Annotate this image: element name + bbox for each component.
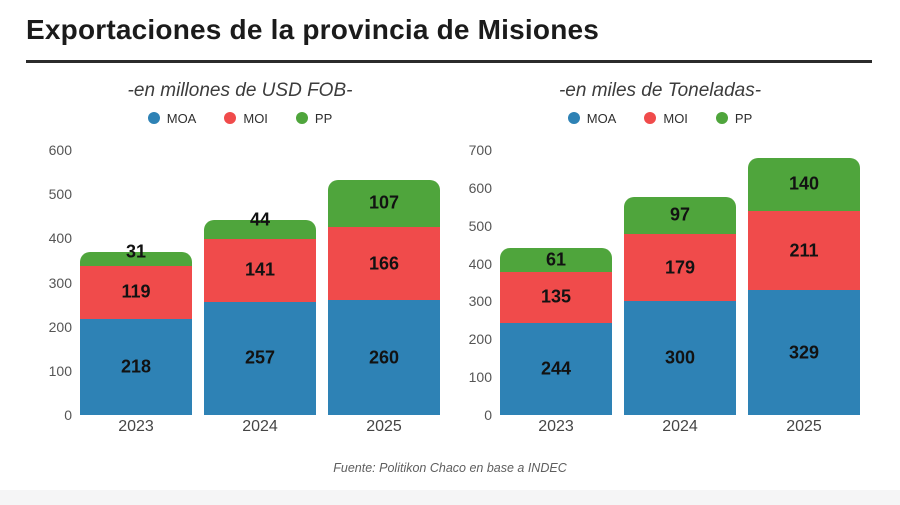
segment-pp-2025: 107 [328, 179, 440, 227]
segment-pp-2025: 140 [748, 157, 860, 211]
segment-moi-2023: 119 [80, 266, 192, 319]
x-axis-label: 2025 [366, 418, 402, 435]
segment-value: 31 [125, 241, 147, 262]
y-tick-label: 600 [48, 142, 72, 158]
segment-value: 218 [120, 356, 152, 377]
chart-subtitle: -en miles de Toneladas- [558, 80, 762, 101]
legend-item-pp: PP [295, 110, 333, 126]
page-title: Exportaciones de la provincia de Misione… [26, 14, 600, 45]
plot-area: 0 100 200 300 400 500 600 700 244 135 61 2023 300 179… [450, 138, 870, 435]
bottom-strip [0, 490, 900, 505]
segment-value: 329 [788, 342, 820, 363]
segment-pp-2023: 31 [80, 242, 192, 267]
bar-2023: 244 135 61 [500, 248, 612, 415]
legend: MOA MOI PP [30, 109, 450, 127]
segment-value: 61 [545, 249, 567, 270]
segment-value: 166 [368, 253, 400, 274]
segment-value: 140 [788, 173, 820, 194]
legend-dot-icon [644, 112, 657, 124]
x-axis-label: 2024 [662, 418, 698, 435]
segment-value: 44 [249, 209, 271, 230]
segment-moa-2023: 218 [80, 318, 192, 415]
x-axis-label: 2023 [118, 418, 154, 435]
y-tick-label: 400 [48, 230, 72, 247]
bar-2023: 218 119 31 [80, 242, 192, 415]
legend-label: MOA [166, 110, 197, 126]
legend-label: MOI [663, 110, 688, 126]
segment-moi-2024: 179 [624, 233, 736, 302]
segment-moa-2024: 300 [624, 301, 736, 415]
segment-value: 97 [669, 204, 691, 225]
y-tick-label: 300 [48, 274, 72, 291]
x-axis-label: 2025 [786, 418, 822, 435]
segment-pp-2023: 61 [500, 248, 612, 272]
legend-item-moi: MOI [224, 111, 268, 126]
y-tick-label: 0 [484, 407, 492, 423]
plot-area: 0 100 200 300 400 500 600 218 119 31 2023 257 141 44 2… [30, 138, 450, 435]
y-tick-label: 400 [468, 255, 492, 272]
bar-2024: 300 179 97 [624, 196, 736, 415]
y-tick-label: 200 [48, 318, 72, 335]
segment-value: 141 [244, 259, 276, 280]
y-tick-label: 200 [468, 331, 492, 348]
legend-label: PP [734, 110, 753, 126]
legend-dot-icon [147, 112, 160, 124]
bar-2025: 260 166 107 [328, 179, 440, 415]
legend-label: MOI [243, 110, 268, 126]
y-tick-label: 500 [468, 217, 492, 234]
segment-value: 300 [664, 347, 696, 368]
segment-value: 211 [789, 240, 819, 261]
segment-moi-2025: 166 [328, 226, 440, 301]
legend-dot-icon [295, 112, 308, 124]
segment-value: 107 [368, 192, 400, 213]
segment-value: 244 [540, 358, 572, 379]
title-underline [26, 60, 872, 63]
bar-2024: 257 141 44 [204, 209, 316, 415]
segment-moa-2025: 329 [748, 290, 860, 415]
bar-2025: 329 211 140 [748, 157, 860, 415]
source-note: Fuente: Politikon Chaco en base a INDEC [333, 461, 567, 475]
segment-value: 260 [368, 347, 400, 368]
segment-moa-2024: 257 [204, 301, 316, 415]
segment-value: 135 [540, 286, 572, 307]
legend-dot-icon [715, 112, 728, 124]
segment-moi-2024: 141 [204, 239, 316, 302]
y-tick-label: 300 [468, 293, 492, 310]
x-axis-label: 2023 [538, 418, 574, 435]
legend-label: MOA [586, 110, 617, 126]
legend-label: PP [314, 110, 333, 126]
segment-value: 257 [244, 347, 276, 368]
legend-item-moa: MOA [567, 110, 617, 126]
legend-dot-icon [567, 112, 580, 124]
legend: MOA MOI PP [450, 109, 870, 127]
segment-value: 119 [121, 281, 151, 302]
y-tick-label: 500 [48, 186, 72, 203]
segment-pp-2024: 44 [204, 209, 316, 240]
segment-value: 179 [664, 257, 696, 278]
chart-subtitle: -en millones de USD FOB- [127, 80, 353, 101]
segment-pp-2024: 97 [624, 196, 736, 234]
legend-item-moi: MOI [644, 111, 688, 126]
chart-toneladas: -en miles de Toneladas- MOA MOI PP 0 100 200… [450, 78, 870, 458]
y-tick-label: 600 [468, 179, 492, 196]
segment-moi-2025: 211 [748, 210, 860, 291]
segment-moa-2025: 260 [328, 300, 440, 415]
legend-item-moa: MOA [147, 110, 197, 126]
y-tick-label: 0 [64, 407, 72, 423]
segment-moi-2023: 135 [500, 271, 612, 323]
legend-dot-icon [224, 112, 237, 124]
y-tick-label: 100 [468, 369, 492, 386]
segment-moa-2023: 244 [500, 322, 612, 415]
x-axis-label: 2024 [242, 418, 278, 435]
legend-item-pp: PP [715, 110, 753, 126]
chart-usd-fob: -en millones de USD FOB- MOA MOI PP 0 100 20… [30, 78, 450, 458]
y-tick-label: 100 [48, 362, 72, 379]
y-tick-label: 700 [468, 142, 492, 158]
